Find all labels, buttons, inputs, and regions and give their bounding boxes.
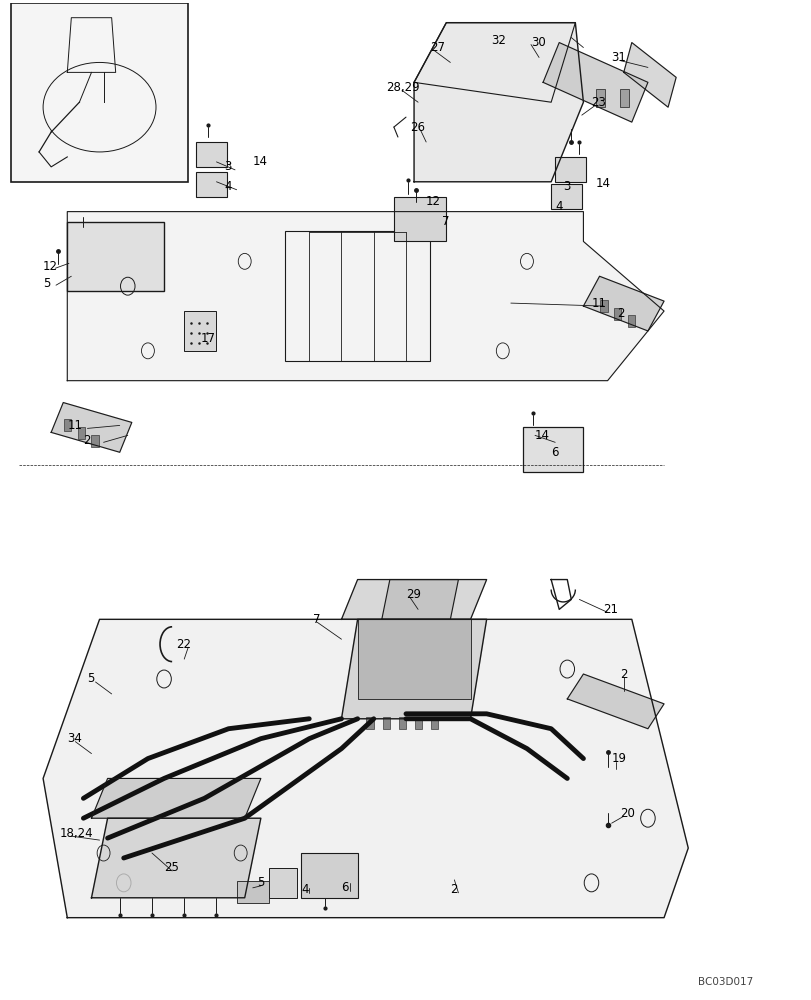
Text: 7: 7 xyxy=(313,613,320,626)
Bar xyxy=(285,231,430,361)
Text: 4: 4 xyxy=(301,883,308,896)
Text: 30: 30 xyxy=(530,36,545,49)
Text: 6: 6 xyxy=(341,881,349,894)
Polygon shape xyxy=(623,43,676,107)
Text: 11: 11 xyxy=(67,419,82,432)
Polygon shape xyxy=(92,778,260,818)
Text: 26: 26 xyxy=(410,121,424,134)
Bar xyxy=(382,717,389,729)
Bar xyxy=(366,717,373,729)
Text: 4: 4 xyxy=(555,200,562,213)
Bar xyxy=(268,868,297,898)
Text: 2: 2 xyxy=(84,434,91,447)
Text: 31: 31 xyxy=(611,51,626,64)
Text: 17: 17 xyxy=(200,332,215,345)
Bar xyxy=(594,89,604,107)
Text: 23: 23 xyxy=(590,96,606,109)
Text: 3: 3 xyxy=(225,160,232,173)
Bar xyxy=(551,184,581,209)
Text: 2: 2 xyxy=(450,883,457,896)
Bar xyxy=(301,853,357,898)
Polygon shape xyxy=(543,43,647,122)
Text: 2: 2 xyxy=(616,307,624,320)
Text: 7: 7 xyxy=(442,215,449,228)
Text: 12: 12 xyxy=(43,260,58,273)
Polygon shape xyxy=(67,212,663,381)
Text: 21: 21 xyxy=(603,603,618,616)
Text: 12: 12 xyxy=(426,195,440,208)
Text: 4: 4 xyxy=(225,180,232,193)
Bar xyxy=(236,881,268,903)
Polygon shape xyxy=(341,580,486,619)
Text: 3: 3 xyxy=(563,180,570,193)
Bar xyxy=(414,717,422,729)
Bar xyxy=(64,419,71,431)
Bar xyxy=(78,427,85,439)
Text: 5: 5 xyxy=(256,876,264,889)
Text: 5: 5 xyxy=(43,277,50,290)
Bar xyxy=(619,89,629,107)
Text: 28,29: 28,29 xyxy=(385,81,419,94)
Bar xyxy=(398,717,406,729)
Bar xyxy=(393,197,446,241)
Bar xyxy=(522,427,582,472)
Bar xyxy=(184,311,217,351)
Text: 5: 5 xyxy=(88,672,95,686)
Bar xyxy=(613,308,620,320)
Text: BC03D017: BC03D017 xyxy=(697,977,752,987)
Text: 19: 19 xyxy=(611,752,626,765)
Text: 14: 14 xyxy=(252,155,268,168)
Polygon shape xyxy=(51,403,131,452)
Bar xyxy=(92,435,99,447)
Text: 11: 11 xyxy=(590,297,606,310)
Text: 6: 6 xyxy=(551,446,558,459)
Bar xyxy=(196,142,227,167)
Bar xyxy=(357,619,470,699)
Bar xyxy=(627,315,634,327)
Polygon shape xyxy=(43,619,688,918)
Polygon shape xyxy=(414,23,582,182)
Polygon shape xyxy=(381,580,458,619)
Bar xyxy=(196,172,227,197)
Polygon shape xyxy=(567,674,663,729)
Text: 14: 14 xyxy=(594,177,610,190)
Text: 20: 20 xyxy=(619,807,634,820)
Text: 2: 2 xyxy=(619,668,626,681)
Polygon shape xyxy=(341,619,486,719)
Text: 14: 14 xyxy=(534,429,549,442)
Text: 27: 27 xyxy=(430,41,444,54)
Bar xyxy=(67,222,164,291)
Text: 32: 32 xyxy=(490,34,505,47)
Text: 29: 29 xyxy=(406,588,420,601)
Bar xyxy=(599,300,607,312)
Text: 25: 25 xyxy=(164,861,178,874)
Text: 34: 34 xyxy=(67,732,82,745)
Polygon shape xyxy=(582,276,663,331)
Text: 18,24: 18,24 xyxy=(59,827,92,840)
Bar xyxy=(11,3,188,182)
Polygon shape xyxy=(92,818,260,898)
Bar xyxy=(431,717,438,729)
Bar xyxy=(555,157,585,182)
Text: 22: 22 xyxy=(176,638,191,651)
